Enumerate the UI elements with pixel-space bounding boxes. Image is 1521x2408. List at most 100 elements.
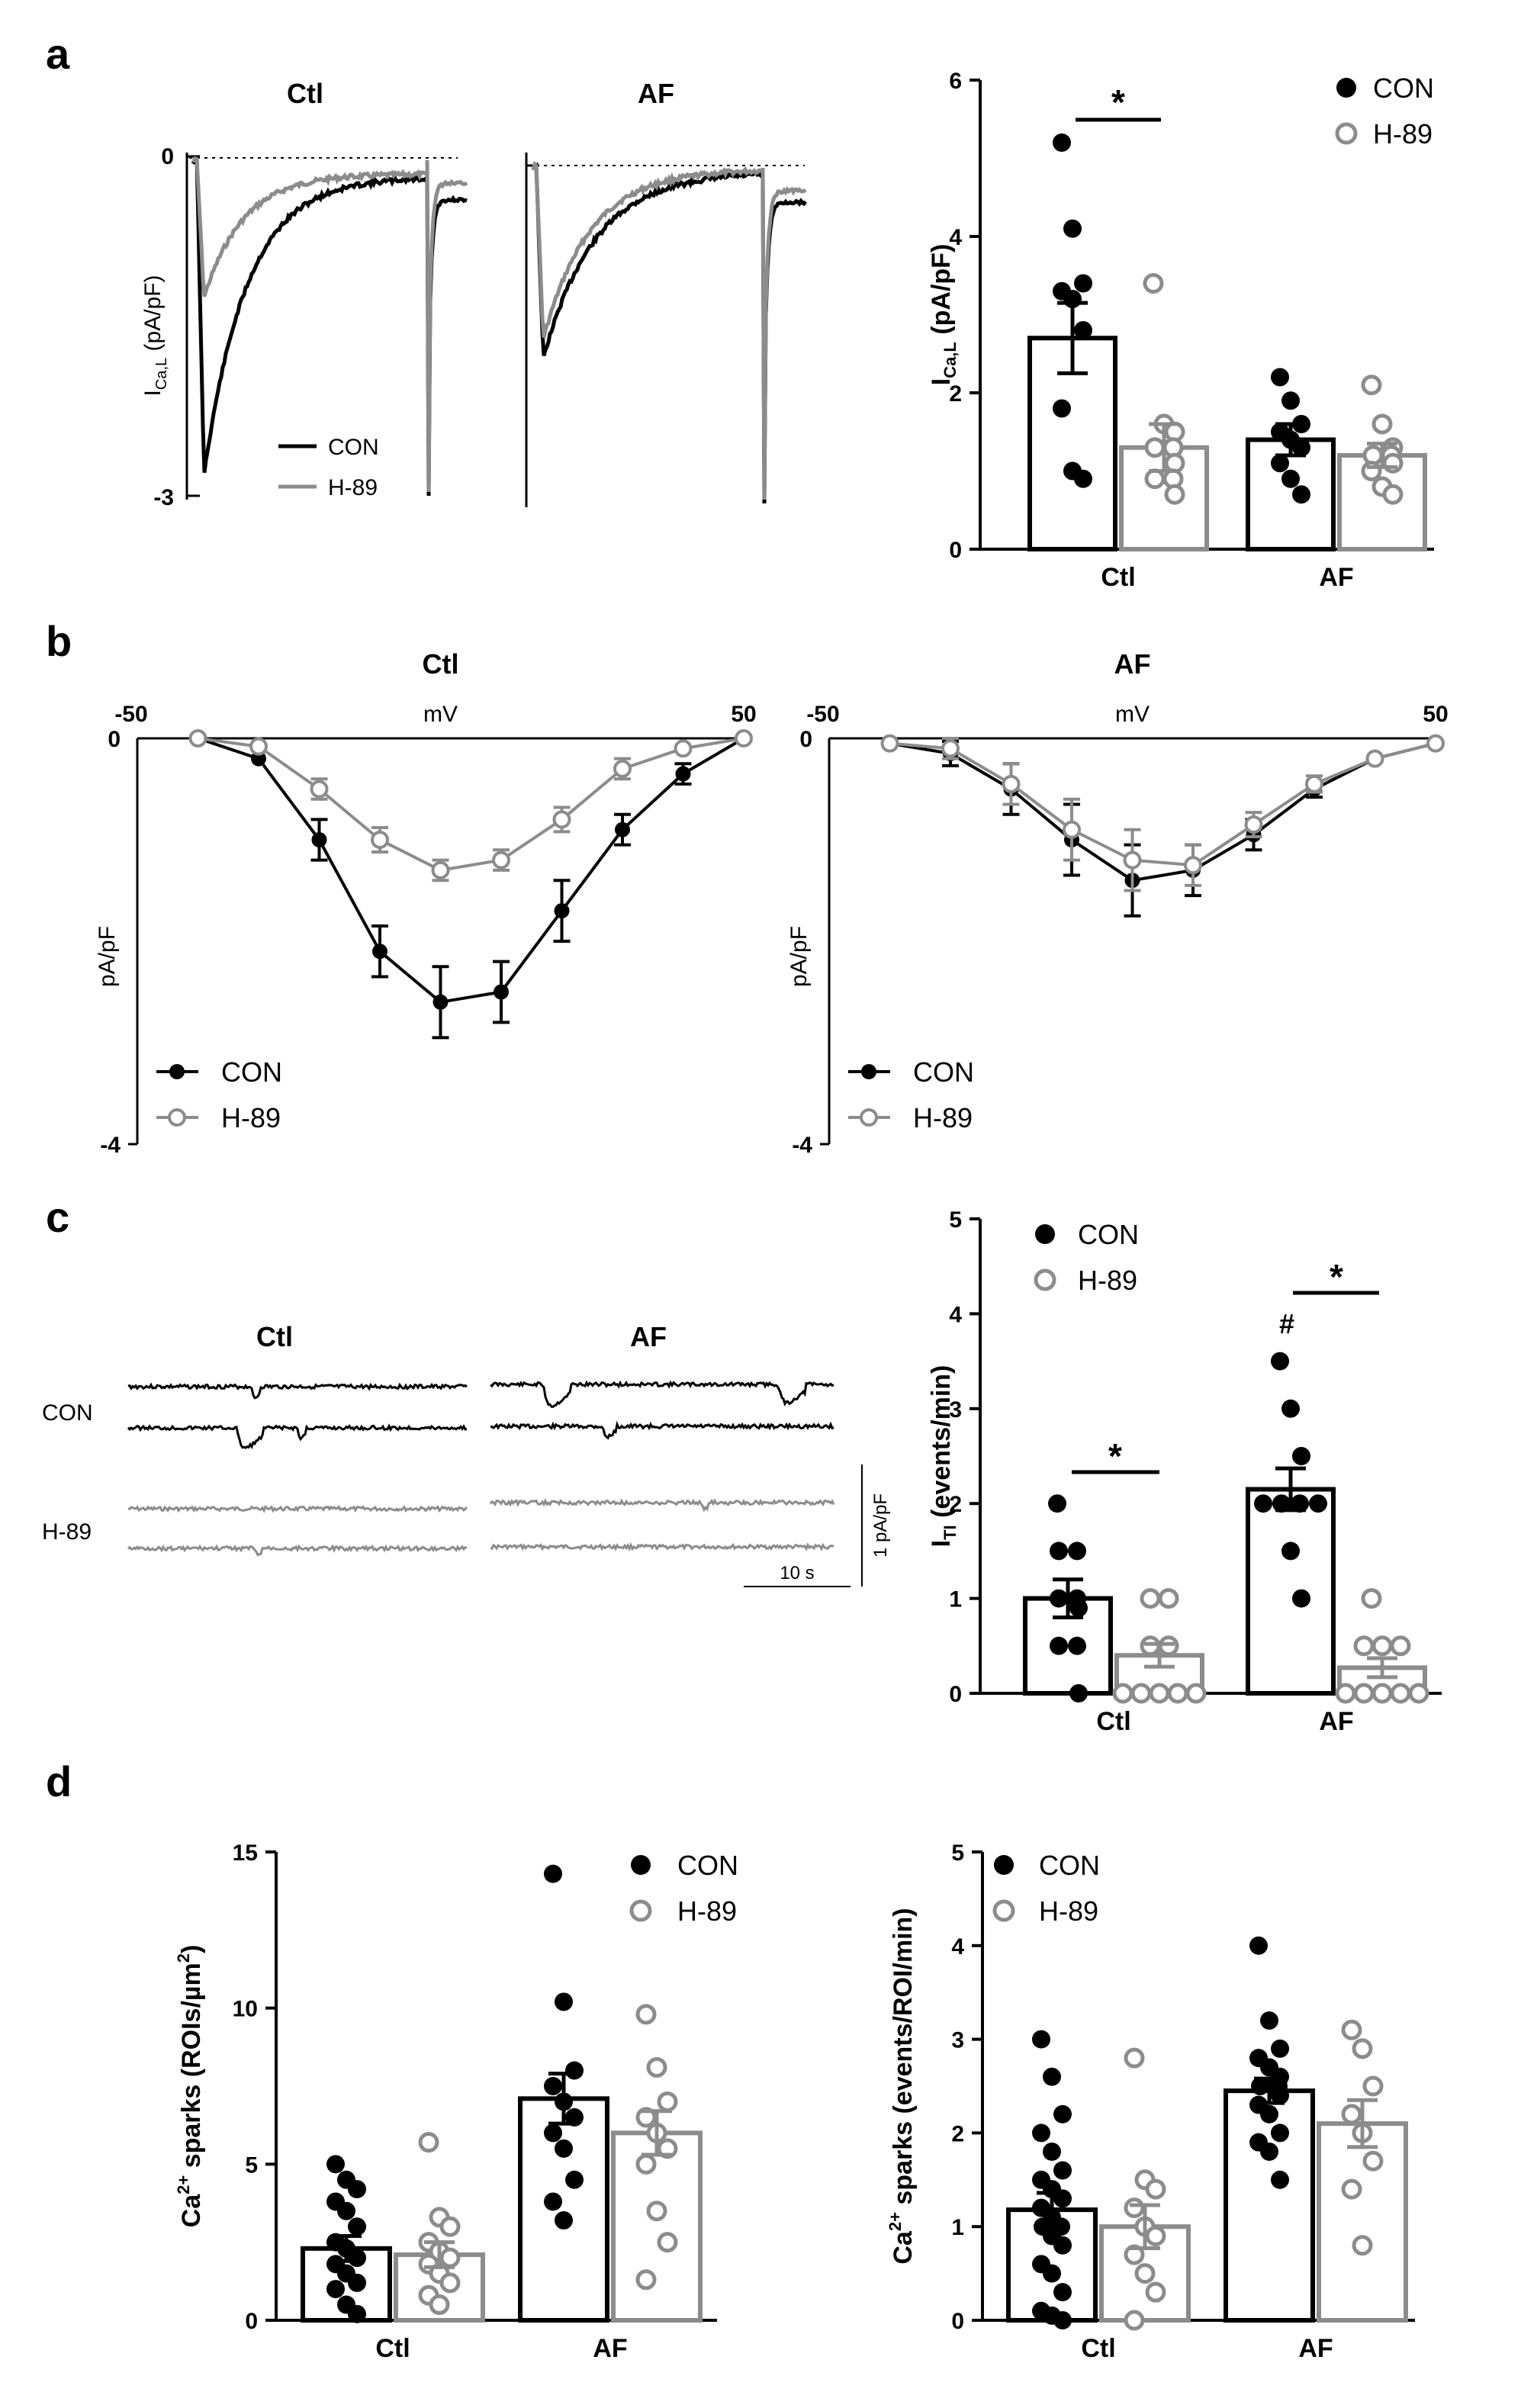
chart-d-spark-density: 0 5 10 15 Ca2+ sparks (ROIs/µm2) Ctl AF	[174, 1841, 717, 2363]
panel-label-a: a	[46, 30, 70, 78]
legend-d-frequency-con-label: CON	[1039, 1850, 1100, 1881]
d-frequency-point	[1271, 2170, 1289, 2189]
d-frequency-point	[1249, 1936, 1268, 1955]
trace-af-h89	[531, 160, 807, 500]
chart-d-spark-frequency: 0 1 2 3 4 5 Ca2+ sparks (events/ROI/min) Ctl AF	[886, 1841, 1415, 2363]
legend-c-con-marker	[1035, 1224, 1055, 1244]
b-ctl-y-tick-label: -4	[100, 1133, 121, 1158]
d-density-point	[657, 2232, 678, 2253]
sig-star-c-ctl: *	[1108, 1436, 1122, 1476]
c-trace-ctl-con-1	[127, 1382, 468, 1400]
a-bar-y-tick-label: 4	[949, 225, 962, 250]
legend-b-af-con-marker	[861, 1064, 876, 1079]
d-density-point	[337, 2201, 355, 2220]
b-ctl-point	[188, 729, 207, 747]
chart-b-iv-ctl: Ctl -50 50 0 -4 mV pA/pF	[95, 648, 757, 1158]
b-ctl-point	[431, 860, 450, 879]
d-density-point	[418, 2132, 439, 2153]
chart-a-ical-bar: 0 2 4 6 ICa,L (pA/pF) Ctl AF	[927, 69, 1434, 592]
legend-a-con-marker	[1336, 78, 1356, 98]
legend-a-con-label: CON	[1373, 72, 1434, 104]
a-bar-point	[1144, 437, 1166, 458]
b-af-point	[1365, 749, 1384, 768]
b-af-y-unit: pA/pF	[786, 926, 812, 987]
legend-b-ctl-con-label: CON	[221, 1056, 282, 1088]
d-frequency-point	[1145, 2178, 1166, 2200]
b-ctl-point	[251, 751, 266, 767]
c-bar-y-tick-label: 3	[949, 1397, 962, 1423]
c-bar-point	[1353, 1635, 1375, 1657]
a-bar-bar	[1337, 453, 1427, 551]
c-bar-point	[1050, 1636, 1068, 1655]
c-scale-label-time: 10 s	[780, 1563, 814, 1583]
c-bar-point	[1069, 1599, 1088, 1618]
d-frequency-point	[1032, 2030, 1050, 2049]
b-ctl-line	[198, 737, 744, 872]
b-ctl-point	[613, 759, 632, 778]
d-frequency-point	[1053, 2283, 1072, 2302]
panel-a-traces: Ctl AF 0 -3 ICa,L (pA/pF) CON H-89	[140, 78, 808, 510]
a-bar-bar	[1246, 437, 1336, 551]
d-density-y-tick-label: 10	[233, 1997, 258, 2022]
c-trace-af-h89-1	[489, 1497, 835, 1513]
c-bar-point	[1371, 1683, 1393, 1704]
b-ctl-point	[674, 739, 693, 758]
d-frequency-y-tick-label: 3	[951, 2028, 964, 2053]
d-frequency-point	[1124, 2310, 1145, 2331]
panel-c-traces: Ctl AF CON H-89 10 s 1 pA/pF	[42, 1321, 891, 1587]
b-ctl-point	[372, 944, 387, 960]
legend-a-h89-marker	[1335, 122, 1358, 145]
b-af-y-tick-label: -4	[792, 1133, 812, 1158]
d-density-point	[439, 2272, 461, 2294]
a-bar-point	[1361, 375, 1382, 396]
c-bar-point	[1271, 1352, 1289, 1371]
d-frequency-bar	[1317, 2121, 1408, 2323]
c-trace-af-h89-2	[490, 1542, 834, 1552]
d-density-bar	[518, 2096, 609, 2323]
b-ctl-point	[615, 821, 630, 837]
a-bar-point	[1281, 391, 1300, 410]
d-frequency-bar	[1224, 2088, 1315, 2323]
legend-b-af-h89-marker	[860, 1108, 878, 1127]
b-ctl-point	[492, 850, 510, 870]
b-af-point	[1063, 820, 1081, 839]
c-bar-point	[1068, 1636, 1086, 1655]
c-bar-bar	[1246, 1487, 1336, 1696]
d-frequency-point	[1032, 2123, 1050, 2143]
hash-c-af: #	[1279, 1308, 1294, 1339]
d-density-y-tick-label: 0	[245, 2309, 258, 2334]
d-density-point	[439, 2216, 461, 2237]
sig-star-c-af: *	[1330, 1257, 1343, 1297]
c-trace-title-af: AF	[630, 1321, 667, 1352]
trace-tick-label-minus3: -3	[153, 485, 174, 510]
c-bar-point	[1309, 1494, 1327, 1513]
legend-b-ctl-con-marker	[169, 1064, 185, 1079]
d-density-point	[348, 2180, 366, 2199]
a-bar-point	[1164, 484, 1185, 505]
a-bar-point	[1292, 438, 1310, 457]
d-frequency-point	[1043, 2067, 1061, 2086]
c-bar-point	[1048, 1494, 1066, 1513]
c-bar-y-tick-label: 0	[949, 1682, 962, 1707]
b-af-title: AF	[1114, 648, 1151, 680]
legend-c-con-label: CON	[1078, 1219, 1139, 1250]
c-bar-point	[1408, 1683, 1429, 1704]
a-bar-point	[1053, 133, 1071, 152]
b-af-point	[1426, 734, 1445, 753]
panel-label-d: d	[46, 1757, 72, 1805]
d-density-point	[555, 2211, 573, 2230]
c-bar-point	[1130, 1683, 1152, 1704]
legend-d-frequency-h89-marker	[992, 1899, 1015, 1922]
c-scale-label-amp: 1 pA/pF	[870, 1493, 891, 1558]
d-frequency-point	[1362, 2075, 1384, 2097]
d-frequency-y-tick-label: 1	[951, 2215, 964, 2240]
d-density-point	[544, 2123, 562, 2143]
b-af-point	[1184, 856, 1202, 875]
legend-d-density-h89-label: H-89	[677, 1895, 737, 1927]
d-frequency-point	[1053, 2311, 1072, 2329]
d-density-point	[348, 2249, 366, 2268]
sig-star-a: *	[1111, 82, 1125, 122]
d-density-point	[635, 2269, 657, 2291]
b-ctl-point	[433, 994, 449, 1010]
a-bar-point	[1143, 273, 1164, 294]
